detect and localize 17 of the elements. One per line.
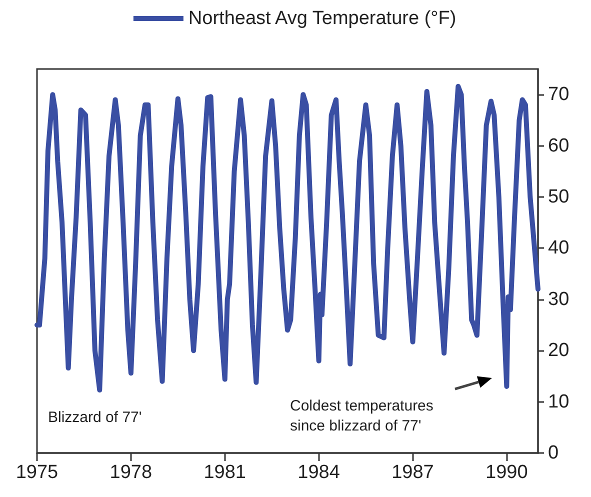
legend-label: Northeast Avg Temperature (°F) xyxy=(188,8,456,29)
x-tick-label: 1981 xyxy=(204,462,246,483)
annotation: Blizzard of 77' xyxy=(48,409,142,426)
x-tick-label: 1990 xyxy=(486,462,528,483)
y-tick-label: 30 xyxy=(548,288,570,310)
x-tick-label: 1987 xyxy=(392,462,434,483)
y-tick-label: 0 xyxy=(548,442,559,464)
y-tick-label: 70 xyxy=(548,84,570,106)
y-tick-label: 40 xyxy=(548,238,570,259)
y-tick-label: 10 xyxy=(548,391,570,412)
annotation: Coldest temperatures since blizzard of 77' xyxy=(290,398,434,434)
y-tick-label: 60 xyxy=(548,135,570,156)
y-tick-label: 20 xyxy=(548,340,570,362)
x-tick-label: 1975 xyxy=(16,462,58,483)
x-tick-label: 1984 xyxy=(298,462,340,483)
y-tick-label: 50 xyxy=(548,186,570,208)
x-tick-label: 1978 xyxy=(110,462,152,483)
